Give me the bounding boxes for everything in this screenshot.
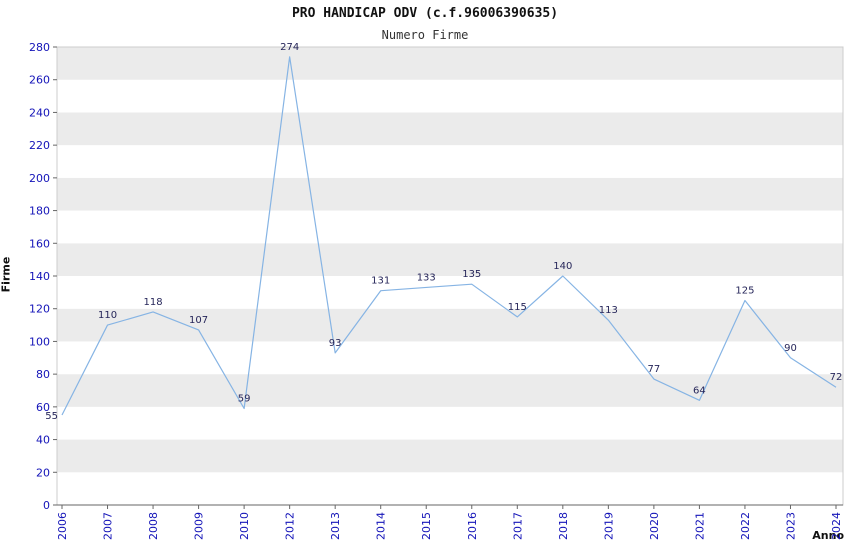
data-point-label: 72 bbox=[830, 372, 843, 383]
data-point-label: 135 bbox=[462, 269, 481, 280]
x-tick-label: 2014 bbox=[375, 512, 388, 540]
y-tick-label: 160 bbox=[29, 237, 50, 250]
series-line bbox=[61, 56, 837, 416]
y-tick-label: 200 bbox=[29, 172, 50, 185]
x-tick-label: 2015 bbox=[420, 512, 433, 540]
plot-band bbox=[57, 243, 843, 276]
x-tick-label: 2007 bbox=[102, 512, 115, 540]
data-point-label: 107 bbox=[189, 315, 208, 326]
y-tick-label: 260 bbox=[29, 74, 50, 87]
plot-band bbox=[57, 439, 843, 473]
x-tick-label: 2009 bbox=[193, 512, 206, 540]
y-tick-label: 140 bbox=[29, 270, 50, 283]
data-point-label: 110 bbox=[98, 310, 117, 321]
x-tick-label: 2013 bbox=[329, 512, 342, 540]
plot-band bbox=[57, 374, 843, 407]
data-point-label: 90 bbox=[784, 343, 797, 354]
chart-title: PRO HANDICAP ODV (c.f.96006390635) bbox=[291, 6, 559, 21]
y-tick-label: 20 bbox=[36, 466, 50, 479]
plot-band bbox=[57, 406, 843, 440]
x-tick-label: 2020 bbox=[648, 512, 661, 540]
plot-band bbox=[57, 79, 843, 113]
y-tick-label: 40 bbox=[36, 434, 50, 447]
data-point-label: 115 bbox=[508, 302, 527, 313]
y-tick-label: 60 bbox=[36, 401, 50, 414]
x-tick-label: 2017 bbox=[511, 512, 524, 540]
y-tick-label: 0 bbox=[43, 499, 50, 512]
y-tick-label: 220 bbox=[29, 139, 50, 152]
y-tick-label: 80 bbox=[36, 368, 50, 381]
plot-band bbox=[57, 177, 843, 211]
y-tick-label: 280 bbox=[29, 41, 50, 54]
x-tick-label: 2022 bbox=[739, 512, 752, 540]
plot-band bbox=[57, 112, 843, 146]
plot-band bbox=[57, 472, 843, 505]
plot-band bbox=[57, 276, 843, 309]
y-tick-label: 100 bbox=[29, 335, 50, 348]
data-point-label: 113 bbox=[599, 305, 618, 316]
x-tick-label: 2006 bbox=[56, 512, 69, 540]
data-point-label: 274 bbox=[280, 42, 299, 53]
x-tick-label: 2012 bbox=[284, 512, 297, 540]
plot-band bbox=[57, 210, 843, 244]
x-tick-label: 2023 bbox=[784, 512, 797, 540]
data-point-label: 55 bbox=[45, 411, 58, 422]
x-tick-label: 2019 bbox=[602, 512, 615, 540]
x-tick-label: 2016 bbox=[466, 512, 479, 540]
x-tick-label: 2018 bbox=[557, 512, 570, 540]
x-axis-title: Anno bbox=[812, 529, 844, 542]
chart-subtitle: Numero Firme bbox=[381, 28, 469, 42]
y-tick-label: 120 bbox=[29, 303, 50, 316]
x-tick-label: 2024 bbox=[830, 512, 843, 540]
data-point-label: 59 bbox=[238, 393, 251, 404]
data-point-label: 64 bbox=[693, 385, 706, 396]
data-point-label: 93 bbox=[329, 338, 342, 349]
x-tick-label: 2010 bbox=[238, 512, 251, 540]
data-point-label: 140 bbox=[553, 261, 572, 272]
y-tick-label: 180 bbox=[29, 205, 50, 218]
data-point-label: 77 bbox=[648, 364, 661, 375]
plot-band bbox=[57, 341, 843, 375]
x-tick-label: 2008 bbox=[147, 512, 160, 540]
x-tick-label: 2021 bbox=[693, 512, 706, 540]
data-point-label: 125 bbox=[735, 286, 754, 297]
data-point-label: 118 bbox=[144, 297, 163, 308]
plot-band bbox=[57, 145, 843, 178]
y-tick-label: 240 bbox=[29, 106, 50, 119]
data-point-label: 133 bbox=[417, 272, 436, 283]
plot-band bbox=[57, 308, 843, 342]
plot-band bbox=[57, 47, 843, 80]
data-point-label: 131 bbox=[371, 276, 390, 287]
